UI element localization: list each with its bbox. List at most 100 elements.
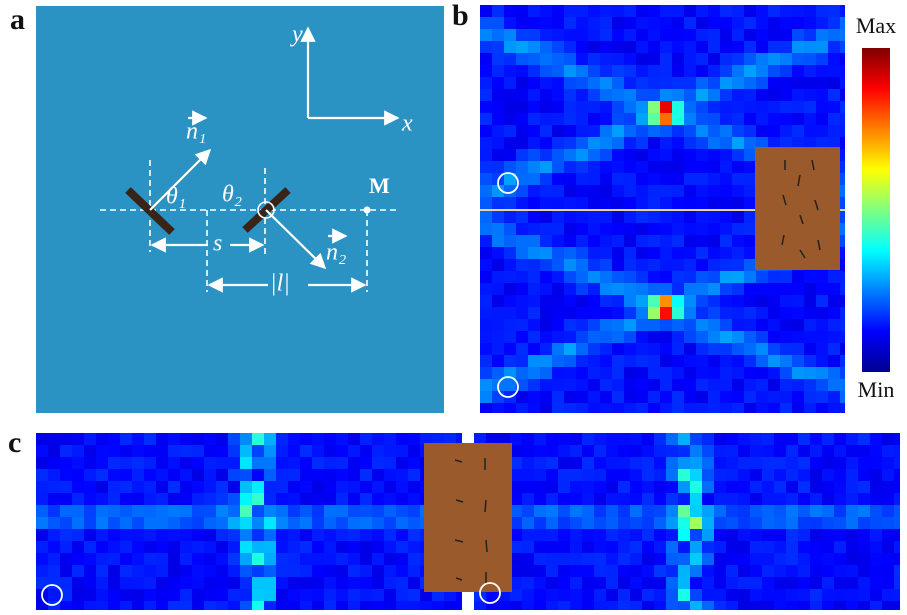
heatmap-cell bbox=[708, 307, 720, 319]
heatmap-cell bbox=[516, 77, 528, 89]
heatmap-cell bbox=[372, 589, 384, 601]
heatmap-cell bbox=[240, 601, 252, 610]
heatmap-cell bbox=[624, 101, 636, 113]
heatmap-cell bbox=[696, 391, 708, 403]
heatmap-cell bbox=[498, 601, 510, 610]
heatmap-cell bbox=[492, 355, 504, 367]
heatmap-cell bbox=[672, 367, 684, 379]
heatmap-cell bbox=[600, 307, 612, 319]
heatmap-cell bbox=[750, 517, 762, 529]
heatmap-cell bbox=[636, 343, 648, 355]
heatmap-cell bbox=[648, 283, 660, 295]
heatmap-cell bbox=[180, 517, 192, 529]
heatmap-cell bbox=[372, 601, 384, 610]
heatmap-cell bbox=[804, 41, 816, 53]
heatmap-cell bbox=[132, 553, 144, 565]
heatmap-cell bbox=[612, 173, 624, 185]
heatmap-cell bbox=[558, 469, 570, 481]
heatmap-cell bbox=[642, 517, 654, 529]
heatmap-cell bbox=[690, 577, 702, 589]
heatmap-cell bbox=[300, 433, 312, 445]
colorbar-max: Max bbox=[856, 13, 896, 38]
heatmap-cell bbox=[570, 517, 582, 529]
heatmap-cell bbox=[528, 295, 540, 307]
heatmap-cell bbox=[576, 5, 588, 17]
heatmap-cell bbox=[660, 235, 672, 247]
heatmap-cell bbox=[516, 41, 528, 53]
heatmap-cell bbox=[792, 295, 804, 307]
heatmap-cell bbox=[666, 529, 678, 541]
heatmap-cell bbox=[480, 65, 492, 77]
heatmap-cell bbox=[546, 481, 558, 493]
heatmap-cell bbox=[678, 433, 690, 445]
heatmap-cell bbox=[720, 331, 732, 343]
heatmap-cell bbox=[72, 517, 84, 529]
heatmap-cell bbox=[600, 125, 612, 137]
heatmap-cell bbox=[492, 295, 504, 307]
heatmap-cell bbox=[564, 283, 576, 295]
heatmap-cell bbox=[870, 565, 882, 577]
heatmap-cell bbox=[528, 307, 540, 319]
heatmap-cell bbox=[522, 529, 534, 541]
heatmap-cell bbox=[84, 493, 96, 505]
heatmap-cell bbox=[732, 41, 744, 53]
heatmap-cell bbox=[624, 197, 636, 209]
heatmap-cell bbox=[612, 29, 624, 41]
heatmap-cell bbox=[678, 505, 690, 517]
heatmap-cell bbox=[300, 565, 312, 577]
heatmap-cell bbox=[480, 307, 492, 319]
heatmap-cell bbox=[528, 173, 540, 185]
heatmap-cell bbox=[780, 331, 792, 343]
heatmap-cell bbox=[564, 247, 576, 259]
heatmap-cell bbox=[792, 355, 804, 367]
heatmap-cell bbox=[672, 331, 684, 343]
heatmap-cell bbox=[894, 517, 900, 529]
heatmap-cell bbox=[744, 271, 756, 283]
heatmap-cell bbox=[204, 493, 216, 505]
heatmap-cell bbox=[780, 367, 792, 379]
heatmap-cell bbox=[744, 161, 756, 173]
heatmap-cell bbox=[804, 379, 816, 391]
heatmap-cell bbox=[372, 541, 384, 553]
heatmap-cell bbox=[624, 161, 636, 173]
heatmap-cell bbox=[360, 481, 372, 493]
heatmap-cell bbox=[720, 5, 732, 17]
heatmap-cell bbox=[336, 601, 348, 610]
heatmap-cell bbox=[762, 529, 774, 541]
heatmap-cell bbox=[834, 565, 846, 577]
heatmap-cell bbox=[408, 493, 420, 505]
heatmap-cell bbox=[780, 89, 792, 101]
heatmap-cell bbox=[360, 565, 372, 577]
heatmap-cell bbox=[456, 601, 462, 610]
heatmap-cell bbox=[708, 319, 720, 331]
heatmap-cell bbox=[384, 517, 396, 529]
heatmap-cell bbox=[600, 271, 612, 283]
heatmap-cell bbox=[546, 517, 558, 529]
heatmap-cell bbox=[792, 271, 804, 283]
heatmap-cell bbox=[624, 113, 636, 125]
heatmap-cell bbox=[108, 577, 120, 589]
heatmap-cell bbox=[654, 445, 666, 457]
heatmap-cell bbox=[252, 457, 264, 469]
heatmap-cell bbox=[768, 29, 780, 41]
heatmap-cell bbox=[816, 283, 828, 295]
heatmap-cell bbox=[780, 403, 792, 413]
heatmap-cell bbox=[408, 601, 420, 610]
heatmap-cell bbox=[636, 197, 648, 209]
heatmap-cell bbox=[732, 113, 744, 125]
heatmap-cell bbox=[492, 65, 504, 77]
heatmap-cell bbox=[750, 553, 762, 565]
heatmap-cell bbox=[846, 529, 858, 541]
heatmap-cell bbox=[516, 403, 528, 413]
heatmap-cell bbox=[576, 307, 588, 319]
heatmap-cell bbox=[834, 541, 846, 553]
heatmap-cell bbox=[708, 283, 720, 295]
heatmap-cell bbox=[762, 433, 774, 445]
heatmap-cell bbox=[384, 445, 396, 457]
heatmap-cell bbox=[834, 469, 846, 481]
heatmap-cell bbox=[660, 101, 672, 113]
heatmap-cell bbox=[540, 161, 552, 173]
heatmap-cell bbox=[300, 517, 312, 529]
heatmap-cell bbox=[408, 505, 420, 517]
heatmap-cell bbox=[810, 529, 822, 541]
